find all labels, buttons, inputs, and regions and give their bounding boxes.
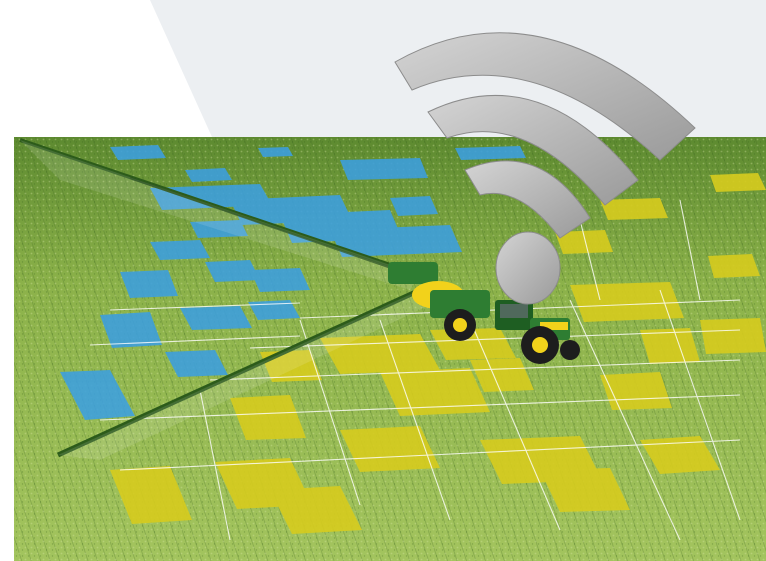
wifi-icon (394, 32, 696, 305)
sprayer-boom (19, 138, 430, 460)
tractor-sprayer-icon (388, 262, 580, 364)
yellow-treatment-zones (110, 173, 766, 534)
crop-field (14, 137, 766, 561)
blue-treatment-zones (60, 145, 526, 420)
